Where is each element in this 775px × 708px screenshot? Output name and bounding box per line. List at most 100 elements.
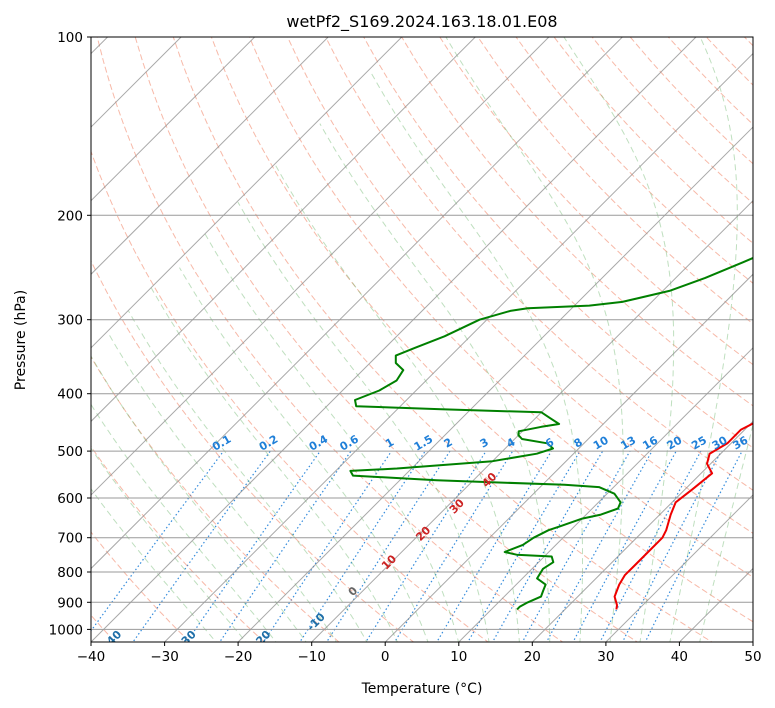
dry-adiabat-label: -50 bbox=[26, 628, 49, 651]
y-tick-label: 300 bbox=[57, 313, 83, 329]
x-axis-label: Temperature (°C) bbox=[361, 681, 483, 697]
y-tick-label: 400 bbox=[57, 387, 83, 403]
isotherms bbox=[91, 37, 753, 642]
isotherm-line bbox=[752, 641, 753, 642]
mixing-ratio-label: 10 bbox=[591, 433, 611, 452]
moist-adiabat-line bbox=[699, 422, 753, 642]
x-tick-label: 40 bbox=[671, 649, 688, 665]
dry-adiabat-line bbox=[91, 531, 191, 642]
moist-adiabat-line bbox=[91, 488, 217, 642]
x-tick-label: −40 bbox=[77, 649, 106, 665]
isobars bbox=[91, 37, 753, 630]
y-tick-label: 500 bbox=[57, 444, 83, 460]
dry-adiabat-line bbox=[286, 37, 753, 534]
y-tick-label: 1000 bbox=[49, 622, 83, 638]
dry-adiabat-label: -20 bbox=[250, 628, 273, 651]
dewpoint-profile-line bbox=[349, 256, 753, 611]
y-tick-label: 800 bbox=[57, 565, 83, 581]
isotherm-line bbox=[678, 567, 753, 642]
x-tick-label: −20 bbox=[224, 649, 253, 665]
dry-adiabat-line bbox=[756, 10, 775, 654]
moist-adiabat-line bbox=[445, 37, 624, 642]
moist-adiabat-line bbox=[179, 267, 429, 642]
isotherm-line bbox=[531, 420, 753, 642]
dry-adiabat-line bbox=[667, 37, 753, 126]
isotherm-line bbox=[384, 273, 753, 642]
dry-adiabat-line bbox=[91, 259, 415, 642]
mixing-ratio-label: 25 bbox=[689, 434, 709, 453]
mixing-ratio-lines bbox=[91, 450, 743, 642]
dry-adiabats bbox=[91, 10, 775, 654]
y-axis-ticks: 100 200 300 400 500 600 700 800 900 1000 bbox=[49, 30, 91, 638]
dry-adiabat-line bbox=[515, 37, 753, 284]
x-tick-label: 0 bbox=[381, 649, 390, 665]
plot-frame bbox=[90, 36, 754, 643]
isotherm-line bbox=[91, 37, 403, 349]
mixing-ratio-label: 30 bbox=[710, 433, 730, 452]
dry-adiabat-line bbox=[248, 37, 753, 578]
dry-adiabat-line bbox=[91, 445, 266, 642]
moist-adiabat-line bbox=[91, 355, 307, 642]
dry-adiabat-line bbox=[363, 37, 753, 449]
isotherm-line bbox=[163, 52, 753, 642]
plot-area: -100-90-80-70-60-50-40-30-20-10010203040… bbox=[26, 10, 775, 654]
dry-adiabat-line bbox=[96, 37, 564, 642]
dry-adiabat-line bbox=[210, 37, 753, 623]
dry-adiabat-label: 20 bbox=[413, 523, 433, 543]
x-tick-label: −10 bbox=[297, 649, 326, 665]
mixing-ratio-label: 0.6 bbox=[338, 432, 362, 453]
y-tick-label: 600 bbox=[57, 491, 83, 507]
dry-adiabat-line bbox=[172, 37, 713, 642]
y-tick-label: 900 bbox=[57, 595, 83, 611]
mixing-ratio-label: 16 bbox=[640, 433, 660, 452]
x-tick-label: −30 bbox=[150, 649, 179, 665]
moist-adiabat-line bbox=[91, 403, 277, 642]
dry-adiabat-line bbox=[91, 150, 489, 642]
isotherm-line bbox=[91, 37, 256, 202]
moist-adiabat-line bbox=[237, 201, 490, 642]
dry-adiabat-line bbox=[439, 37, 753, 366]
dry-adiabat-line bbox=[629, 37, 753, 165]
isotherm-line bbox=[237, 126, 753, 642]
x-tick-label: 20 bbox=[524, 649, 541, 665]
dry-adiabat-line bbox=[743, 37, 753, 47]
mixing-ratio-line bbox=[545, 450, 653, 642]
moist-adiabat-line bbox=[150, 287, 398, 642]
x-tick-label: 30 bbox=[597, 649, 614, 665]
mixing-ratio-labels: 0.1 0.2 0.4 0.6 1 1.5 2 3 4 6 8 10 13 16 20 25 30 36 bbox=[210, 432, 750, 453]
mixing-ratio-label: 0.1 bbox=[210, 433, 233, 454]
mixing-ratio-label: 6 bbox=[543, 435, 556, 450]
isotherm-line bbox=[91, 37, 182, 128]
x-axis-ticks: −40 −30 −20 −10 0 10 20 30 40 50 bbox=[77, 642, 762, 665]
mixing-ratio-label: 1.5 bbox=[412, 433, 435, 454]
isotherm-line bbox=[91, 37, 477, 423]
moist-adiabat-line bbox=[370, 72, 583, 642]
isotherm-line bbox=[605, 494, 753, 642]
moist-adiabat-line bbox=[669, 37, 738, 642]
dry-adiabat-line bbox=[325, 37, 753, 491]
sounding-series bbox=[349, 256, 753, 611]
moist-adiabat-line bbox=[128, 310, 368, 642]
isotherm-line bbox=[91, 37, 697, 642]
isotherm-line bbox=[458, 347, 753, 642]
y-tick-label: 100 bbox=[57, 30, 83, 46]
isotherm-line bbox=[91, 37, 550, 496]
chart-title: wetPf2_S169.2024.163.18.01.E08 bbox=[286, 12, 557, 32]
moist-adiabat-line bbox=[563, 37, 675, 642]
moist-adiabat-line bbox=[275, 165, 520, 642]
mixing-ratio-label: 3 bbox=[478, 436, 491, 451]
moist-adiabats bbox=[91, 37, 753, 642]
dry-adiabat-line bbox=[401, 37, 753, 407]
isotherm-line bbox=[91, 37, 624, 570]
y-tick-label: 700 bbox=[57, 531, 83, 547]
dry-adiabat-line bbox=[134, 37, 639, 642]
moist-adiabat-line bbox=[91, 447, 247, 642]
moist-adiabat-line bbox=[204, 233, 460, 642]
isotherm-line bbox=[91, 37, 329, 275]
mixing-ratio-line bbox=[91, 450, 224, 632]
y-axis-label: Pressure (hPa) bbox=[13, 290, 29, 390]
mixing-ratio-label: 0.2 bbox=[257, 433, 280, 454]
temperature-profile-line bbox=[613, 422, 753, 610]
y-tick-label: 200 bbox=[57, 208, 83, 224]
